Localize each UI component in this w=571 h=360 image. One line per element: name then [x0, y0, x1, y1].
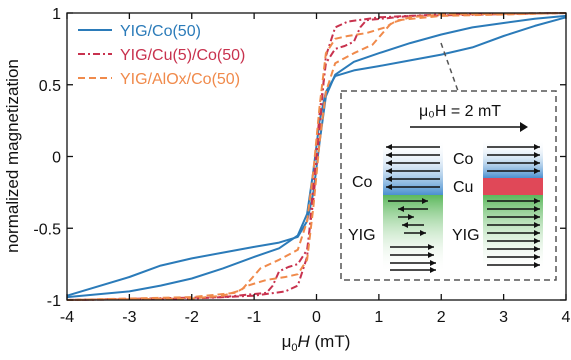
x-tick-label: 1 [374, 309, 383, 326]
series-line-1-branch-0 [66, 12, 567, 301]
left-yig-arrow-head [430, 267, 436, 273]
left-co-arrow-head [386, 152, 392, 158]
right-yig-label: YIG [452, 227, 480, 244]
series-line-1-branch-1 [66, 12, 567, 301]
y-tick-label: 0 [52, 150, 61, 167]
left-co-arrow-head [386, 184, 392, 190]
right-co-arrow-head [534, 168, 540, 174]
x-tick-label: -1 [247, 309, 261, 326]
left-yig-label: YIG [348, 227, 376, 244]
y-tick-label: -1 [47, 293, 61, 310]
left-co-label: Co [352, 174, 373, 191]
x-label-var: H [298, 332, 311, 351]
left-yig-arrow-head [428, 252, 434, 258]
x-label-sub: 0 [291, 342, 297, 354]
series-line-0-branch-1 [66, 14, 567, 297]
left-yig-arrow-head [398, 206, 404, 212]
axis-ticks: -4 -3 -2 -1 0 1 2 3 4 -1 -0.5 0 0.5 1 [33, 6, 570, 326]
y-tick-label: -0.5 [33, 221, 61, 238]
plot-lines [66, 12, 567, 301]
right-cu-layer [483, 178, 543, 195]
left-yig-arrow-head [402, 222, 408, 228]
left-yig-arrow-head [430, 260, 436, 266]
right-yig-arrow-head [534, 262, 540, 268]
left-co-arrow-head [386, 160, 392, 166]
right-magnetization-arrows [487, 144, 540, 268]
left-co-arrow-head [386, 176, 392, 182]
left-co-layer [383, 140, 443, 195]
inset-diagram: μ₀H = 2 mT Co YIG Co Cu YIG [340, 90, 557, 281]
left-yig-arrow-head [420, 230, 426, 236]
right-yig-arrow-head [534, 214, 540, 220]
left-yig-arrow-head [422, 198, 428, 204]
right-yig-arrow-head [534, 254, 540, 260]
right-co-arrow-head [534, 152, 540, 158]
right-yig-arrow-head [534, 206, 540, 212]
right-cu-label: Cu [453, 179, 473, 196]
left-yig-arrow-head [428, 244, 434, 250]
x-label-unit: (mT) [310, 332, 351, 351]
right-yig-arrow-head [534, 238, 540, 244]
x-tick-label: 2 [437, 309, 446, 326]
legend-label: YIG/Co(50) [120, 23, 201, 40]
field-arrow-head [520, 122, 528, 132]
y-tick-label: 0.5 [39, 78, 61, 95]
y-axis-label: normalized magnetization [3, 59, 22, 253]
left-co-arrow-head [386, 168, 392, 174]
series-line-0-branch-0 [66, 16, 567, 299]
x-tick-label: -4 [60, 309, 74, 326]
right-co-arrow-head [534, 144, 540, 150]
left-magnetization-arrows [386, 144, 440, 273]
left-yig-arrow-head [408, 214, 414, 220]
right-yig-layer [483, 195, 543, 273]
right-co-label: Co [453, 151, 474, 168]
right-yig-arrow-head [534, 222, 540, 228]
x-tick-label: -3 [122, 309, 136, 326]
legend-label: YIG/AlOx/Co(50) [120, 71, 240, 88]
right-yig-arrow-head [534, 198, 540, 204]
inset-field-label: μ₀H = 2 mT [419, 103, 501, 120]
legend-label: YIG/Cu(5)/Co(50) [120, 47, 245, 64]
left-yig-layer [383, 195, 443, 273]
x-tick-label: -2 [185, 309, 199, 326]
x-label-mu: μ [282, 332, 292, 351]
left-co-arrow-head [386, 144, 392, 150]
legend: YIG/Co(50) YIG/Cu(5)/Co(50) YIG/AlOx/Co(50… [78, 23, 245, 88]
x-tick-label: 4 [562, 309, 571, 326]
right-yig-arrow-head [534, 230, 540, 236]
y-tick-label: 1 [52, 6, 61, 23]
right-yig-arrow-head [534, 246, 540, 252]
x-tick-label: 0 [312, 309, 321, 326]
inset-pointer-line [440, 42, 459, 92]
x-tick-label: 3 [499, 309, 508, 326]
right-co-arrow-head [534, 160, 540, 166]
x-axis-label: μ0H (mT) [282, 332, 351, 354]
